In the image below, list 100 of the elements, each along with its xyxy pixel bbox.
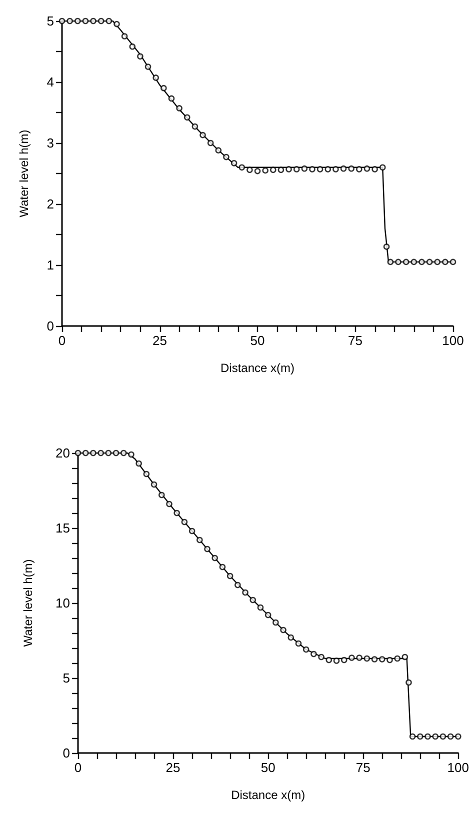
point (301, 165, 308, 172)
point (188, 528, 196, 534)
point (152, 74, 159, 81)
point (166, 500, 172, 508)
point (356, 654, 362, 661)
point (82, 18, 89, 24)
point (455, 733, 462, 740)
y-tick-label: 2 (46, 196, 54, 212)
point (402, 258, 410, 266)
x-tick-label: 25 (152, 333, 167, 348)
point (440, 733, 446, 740)
point (379, 164, 386, 171)
point (316, 166, 324, 172)
y-tick-label: 5 (46, 14, 54, 28)
point (295, 640, 302, 647)
point (168, 95, 175, 102)
point (280, 626, 286, 634)
point (442, 258, 448, 266)
point (106, 18, 112, 24)
point (406, 679, 412, 686)
y-tick-label: 3 (46, 136, 54, 150)
point (372, 166, 378, 172)
point (340, 656, 348, 664)
point (207, 140, 214, 146)
point (219, 564, 226, 570)
point (383, 244, 390, 250)
y-tick-label: 15 (56, 520, 70, 536)
point (74, 18, 81, 24)
point (340, 165, 347, 172)
x-tick-label: 75 (356, 760, 370, 775)
y-axis-title: Water level h(m) (17, 130, 31, 218)
point (137, 53, 144, 60)
y-tick-label: 20 (56, 446, 70, 460)
point (264, 612, 272, 618)
point (215, 147, 222, 154)
point (129, 43, 136, 50)
point (246, 166, 253, 173)
x-tick-label: 75 (348, 333, 362, 348)
point (200, 132, 206, 138)
point (310, 650, 317, 658)
point (447, 733, 454, 740)
point (426, 258, 433, 266)
point (226, 572, 234, 580)
point (424, 733, 431, 740)
point (293, 166, 300, 172)
point (238, 164, 246, 171)
x-tick-label: 50 (260, 760, 276, 775)
point (402, 654, 408, 660)
point (196, 536, 203, 544)
point (409, 733, 416, 740)
point (416, 733, 424, 740)
point (74, 450, 82, 456)
point (242, 589, 248, 596)
point (434, 258, 441, 266)
point (144, 64, 152, 70)
point (356, 166, 362, 172)
point (174, 510, 180, 516)
point (192, 123, 198, 130)
point (332, 166, 339, 172)
point (184, 114, 190, 121)
point (143, 470, 150, 478)
point (230, 160, 238, 166)
point (348, 165, 354, 172)
point (82, 450, 89, 456)
x-tick-label: 100 (442, 333, 464, 348)
point (286, 166, 292, 172)
point (395, 258, 402, 266)
point (128, 451, 134, 458)
point (150, 481, 158, 488)
point (262, 167, 268, 174)
point (272, 619, 279, 626)
point (410, 258, 418, 266)
point (450, 258, 456, 266)
x-tick-label: 25 (166, 760, 180, 775)
point (114, 20, 120, 28)
y-tick-label: 0 (46, 318, 54, 334)
point (66, 18, 73, 24)
point (364, 655, 370, 662)
x-tick-label: 100 (447, 760, 470, 775)
x-axis-title: Distance x(m) (220, 361, 295, 375)
point (378, 656, 386, 662)
y-tick-label: 1 (46, 258, 54, 272)
point (432, 733, 438, 740)
point (105, 450, 112, 456)
point (176, 105, 182, 112)
point (136, 460, 142, 467)
y-axis-title: Water level h(m) (21, 559, 35, 647)
point (121, 33, 128, 40)
point (364, 165, 370, 172)
point (278, 166, 284, 173)
point (158, 492, 165, 498)
x-tick-label: 0 (74, 760, 82, 775)
point (223, 154, 230, 160)
x-tick-label: 50 (250, 333, 265, 348)
point (324, 166, 332, 172)
point (386, 656, 393, 664)
point (204, 546, 210, 552)
y-tick-label: 0 (62, 746, 70, 760)
point (387, 258, 394, 266)
point (234, 582, 241, 588)
